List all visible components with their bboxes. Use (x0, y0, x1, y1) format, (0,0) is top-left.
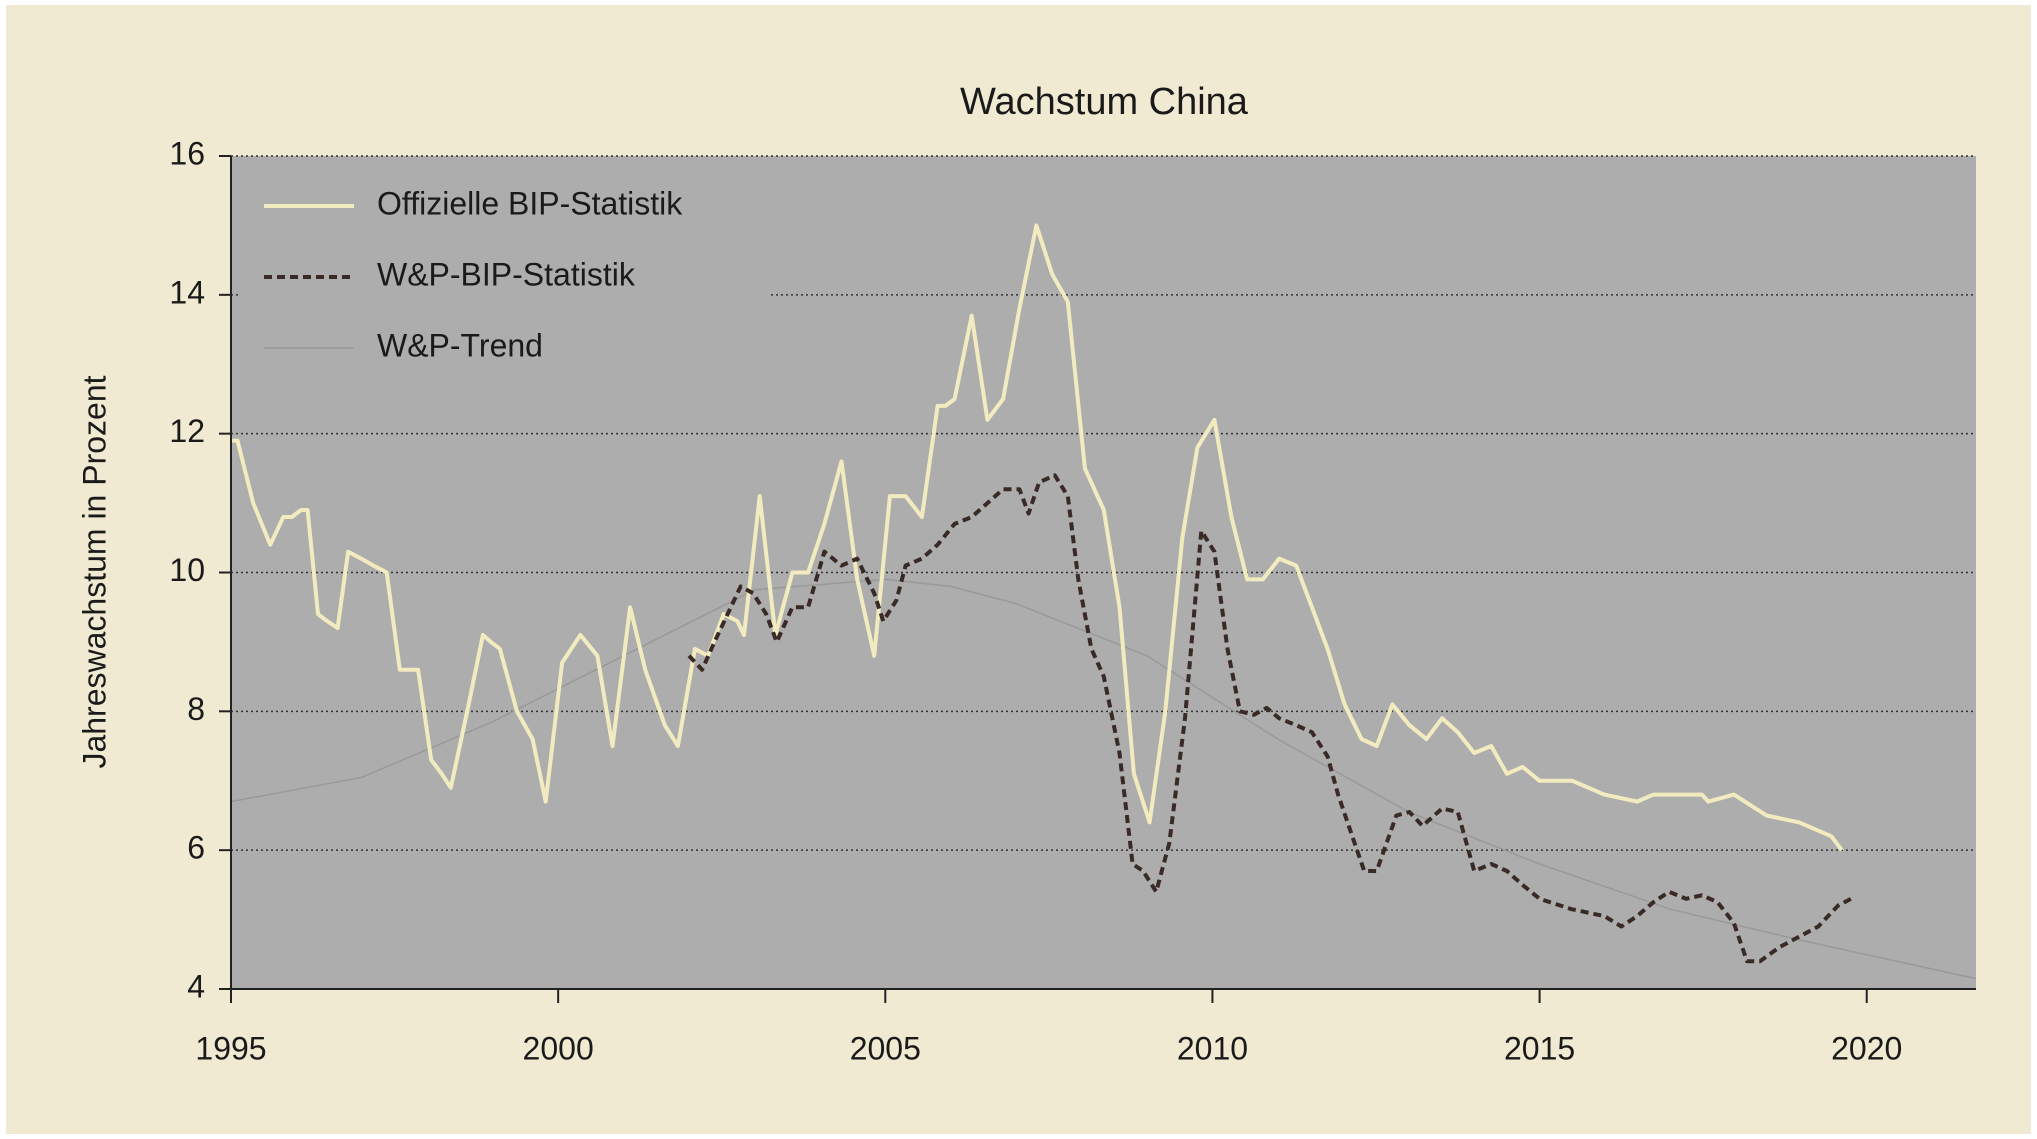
legend-label: Offizielle BIP-Statistik (377, 185, 683, 221)
y-tick-label: 8 (187, 691, 205, 727)
series-line (231, 223, 1844, 852)
chart-title: Wachstum China (960, 81, 1249, 123)
x-tick-label: 1995 (195, 1030, 266, 1066)
series-line (230, 578, 1977, 980)
legend: Offizielle BIP-Statistik W&P-BIP-Statisti… (239, 166, 769, 396)
x-tick-label: 2020 (1831, 1030, 1902, 1066)
y-tick-label: 14 (169, 274, 205, 310)
y-axis-label: Jahreswachstum in Prozent (76, 375, 112, 768)
series-line (687, 473, 1852, 964)
legend-label: W&P-BIP-Statistik (377, 256, 636, 292)
x-tick-label: 2005 (850, 1030, 921, 1066)
x-tick-label: 2000 (523, 1030, 594, 1066)
legend-label: W&P-Trend (377, 327, 543, 363)
y-tick-label: 16 (169, 135, 205, 171)
lines (230, 223, 1977, 980)
y-tick-label: 12 (169, 413, 205, 449)
x-tick-label: 2010 (1177, 1030, 1248, 1066)
x-tick-label: 2015 (1504, 1030, 1575, 1066)
axes: 4 6 8 10 12 14 16 1995 2000 2005 2010 2015 2020 (169, 135, 1976, 1066)
y-tick-label: 6 (187, 830, 205, 866)
y-tick-label: 10 (169, 552, 205, 588)
y-tick-label: 4 (187, 968, 205, 1004)
